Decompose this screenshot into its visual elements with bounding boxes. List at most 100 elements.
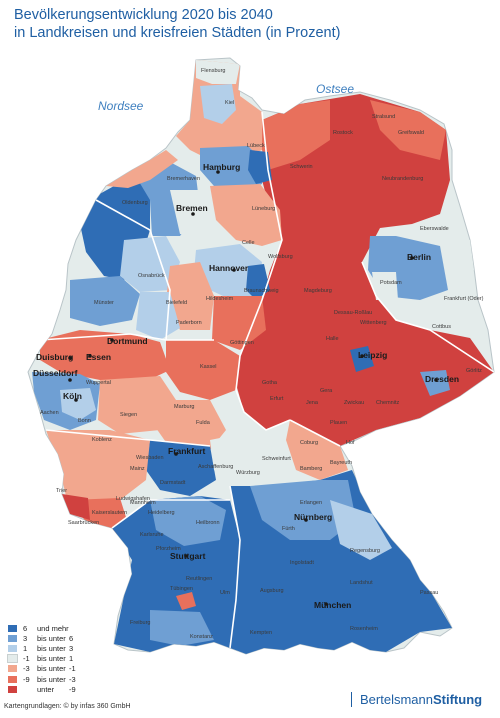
legend-text: und mehr (37, 623, 69, 633)
legend-to: 6 (69, 633, 74, 643)
city-essen: Essen (86, 352, 112, 362)
region-fills (32, 60, 494, 654)
district-label: Kempten (250, 630, 273, 636)
district-label: Heilbronn (196, 520, 220, 526)
district-label: Fulda (196, 420, 210, 426)
district-label: Fürth (282, 526, 295, 532)
district-label: Kaiserslautern (92, 510, 128, 516)
legend-to: 1 (69, 654, 74, 664)
district-label: Ludwigshafen (116, 496, 150, 502)
district-label: Regensburg (350, 548, 380, 554)
district-label: Konstanz (190, 634, 213, 640)
district-label: Neubrandenburg (382, 176, 424, 182)
district-label: Lübeck (247, 143, 265, 149)
region-weser (166, 262, 214, 330)
district-label: Frankfurt (Oder) (444, 296, 484, 302)
region-leipzig (350, 346, 374, 372)
region-vorpommern (370, 100, 446, 160)
region-bw-north (150, 496, 226, 546)
legend-text: bis unter (37, 633, 66, 643)
region-rheinland-pfalz (46, 430, 150, 510)
city-berlin: Berlin (407, 252, 432, 262)
district-label: Koblenz (92, 437, 112, 443)
city-dresden: Dresden (425, 374, 460, 384)
legend-swatch (8, 644, 17, 652)
region-hannover (194, 244, 262, 300)
district-label: Augsburg (260, 588, 284, 594)
city-hamburg: Hamburg (203, 162, 241, 172)
district-label: Wuppertal (86, 380, 111, 386)
district-label: Wittenberg (360, 320, 387, 326)
legend-from: -3 (23, 664, 30, 674)
legend-row: 3 bis unter 6 (8, 633, 83, 643)
district-label: Reutlingen (186, 576, 213, 582)
legend-swatch (8, 675, 17, 683)
district-label: Passau (420, 590, 439, 596)
legend-from: -1 (23, 654, 30, 664)
district-label: Gera (320, 388, 333, 394)
region-dresden (420, 370, 450, 396)
marker-koeln (74, 398, 78, 402)
region-hamburg (200, 146, 262, 192)
region-ostfriesland (106, 150, 178, 188)
marker-stuttgart (184, 554, 188, 558)
region-bremen (170, 190, 222, 236)
district-label: Saarbrücken (68, 520, 100, 526)
city-duesseldorf: Düsseldorf (33, 368, 78, 378)
district-label: Tübingen (170, 586, 193, 592)
region-ruhr (40, 330, 170, 384)
district-label: Osnabrück (138, 273, 165, 279)
legend-to: 3 (69, 643, 74, 653)
region-osnabrueck (120, 236, 180, 292)
district-label: Siegen (120, 412, 138, 418)
region-mv-west (262, 100, 330, 170)
district-label: Mainz (130, 466, 145, 472)
district-label: Flensburg (201, 68, 226, 74)
district-label: Erlangen (300, 500, 323, 506)
region-sauerland (98, 376, 176, 434)
region-sh-center (200, 84, 236, 124)
district-label: Ingolstadt (290, 560, 314, 566)
city-stuttgart: Stuttgart (170, 551, 206, 561)
district-label: Chemnitz (376, 400, 400, 406)
marker-dortmund (110, 338, 114, 342)
district-label: Karlsruhe (140, 532, 164, 538)
district-label: Bielefeld (166, 300, 188, 306)
legend-row: 1 bis unter 3 (8, 643, 83, 653)
bertelsmann-stiftung-logo: BertelsmannStiftung (351, 692, 482, 707)
state-borders (39, 111, 494, 649)
map-credits: Kartengrundlagen: © by infas 360 GmbH (4, 703, 131, 710)
district-label: Marburg (174, 404, 195, 410)
district-label: Schweinfurt (262, 456, 291, 462)
district-label: Schwerin (290, 164, 313, 170)
marker-nuernberg (304, 518, 308, 522)
district-label: Paderborn (176, 320, 202, 326)
legend-to: -1 (69, 664, 76, 674)
label-nordsee: Nordsee (98, 99, 144, 113)
district-label: Plauen (330, 420, 348, 426)
brand-part-1: Bertelsmann (360, 692, 433, 707)
district-label: Bonn (78, 418, 91, 424)
legend-from: 1 (23, 643, 28, 653)
legend-row: unter -9 (8, 684, 83, 694)
district-label: Landshut (350, 580, 373, 586)
region-unterfranken (210, 430, 296, 486)
district-label: Wolfsburg (268, 254, 293, 260)
region-bodensee (150, 610, 214, 646)
district-label: Greifswald (398, 130, 424, 136)
region-mittelhessen (156, 400, 226, 450)
district-label: Potsdam (380, 280, 402, 286)
region-nordbayern (250, 480, 356, 540)
city-koeln: Köln (63, 391, 82, 401)
city-leipzig: Leipzig (358, 350, 388, 360)
district-label: Trier (56, 488, 68, 494)
city-dortmund: Dortmund (107, 336, 148, 346)
region-oder (444, 240, 474, 280)
legend-swatch (8, 634, 17, 642)
region-heide (210, 184, 282, 246)
district-label: Rosenheim (350, 626, 378, 632)
label-ostsee: Ostsee (316, 82, 355, 96)
district-label: Stralsund (372, 114, 396, 120)
district-label: Bremerhaven (167, 176, 201, 182)
legend-row: -9 bis unter -3 (8, 674, 83, 684)
